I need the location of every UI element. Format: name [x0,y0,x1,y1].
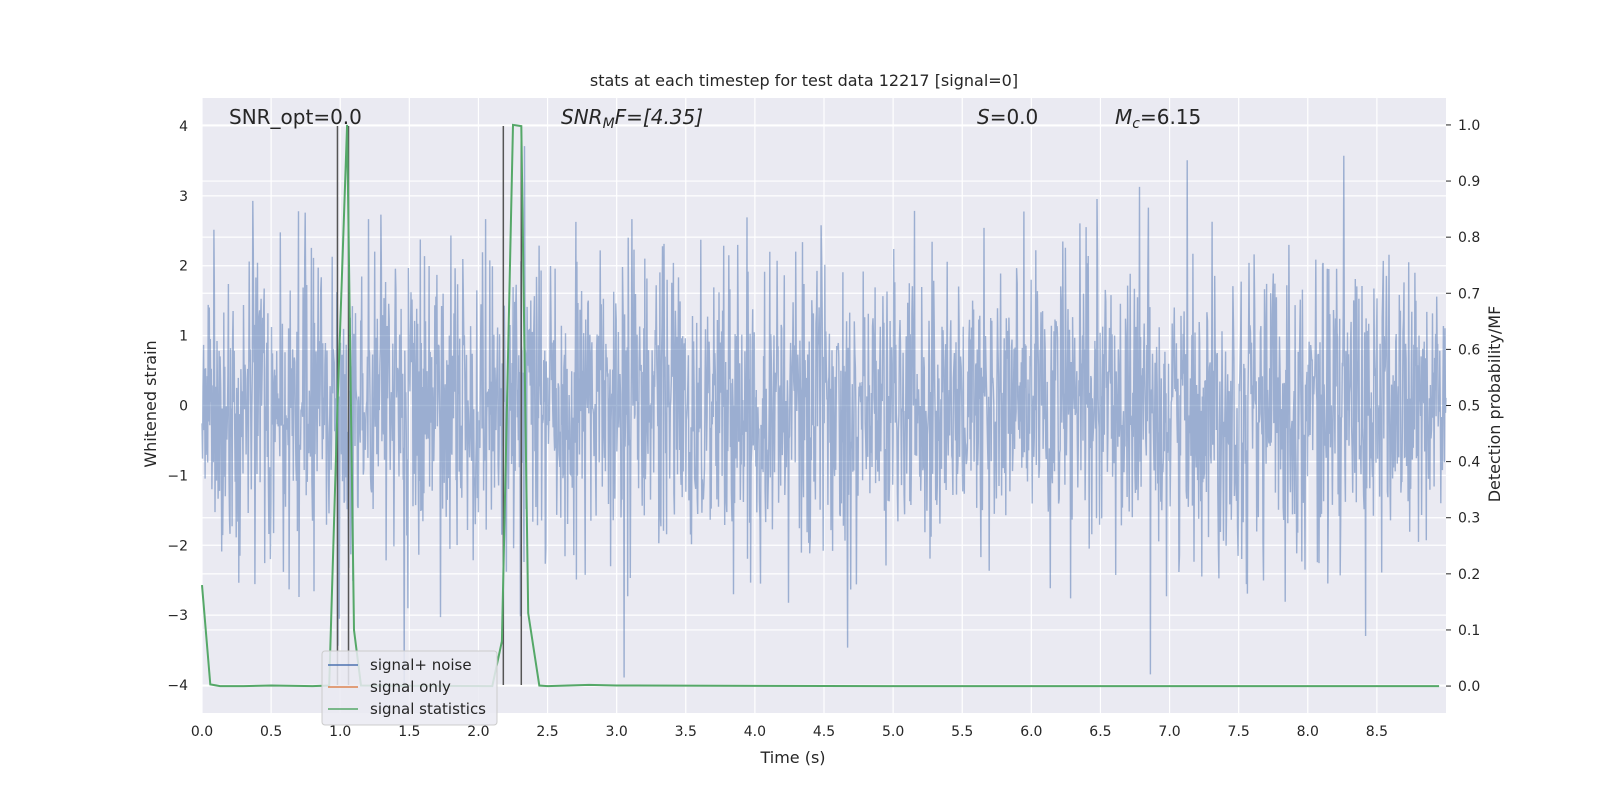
x-tick-label: 5.0 [882,724,904,740]
s-rest: =0.0 [990,105,1039,129]
x-tick-label: 8.0 [1297,724,1319,740]
y-tick-labels: 4 3 2 1 0 −1 −2 −3 −4 [167,119,188,694]
x-tick-label: 1.0 [329,724,351,740]
snr-mf-base: SNR [561,105,603,129]
mc-sub: c [1132,116,1140,132]
y-tick-label: −3 [167,608,188,624]
x-tick-label: 8.5 [1366,724,1388,740]
x-axis-label: Time (s) [759,748,825,767]
x-tick-label: 1.5 [398,724,420,740]
legend-label-noise: signal+ noise [370,656,472,674]
snr-mf-annotation: SNRMF=[4.35] [561,105,703,132]
legend-box [321,650,498,726]
y2-tick-label: 0.3 [1458,511,1480,527]
y2-tick-label: 0.2 [1458,567,1480,583]
y-axis-label: Whitened strain [141,340,160,467]
y-tick-label: −2 [167,538,188,554]
y2-tick-label: 0.0 [1458,679,1480,695]
y-tick-label: −1 [167,468,188,484]
x-tick-label: 7.0 [1158,724,1180,740]
y2-tick-label: 0.4 [1458,455,1480,471]
legend: signal+ noise signal only signal statist… [321,650,498,726]
y-tick-label: 4 [179,119,188,135]
mc-annotation: Mc=6.15 [1115,105,1201,132]
snr-opt-annotation: SNR_opt=0.0 [229,105,362,129]
mc-var: M [1115,105,1132,129]
x-tick-label: 4.0 [744,724,766,740]
x-tick-label: 6.5 [1089,724,1111,740]
y2-axis-label: Detection probability/MF [1485,306,1504,503]
y2-tick-label: 0.8 [1458,230,1480,246]
legend-label-stats: signal statistics [370,700,486,718]
snr-mf-sub: M [603,116,615,132]
x-tick-label: 2.5 [536,724,558,740]
y-tick-label: 0 [179,399,188,415]
x-tick-label: 4.5 [813,724,835,740]
x-tick-label: 6.0 [1020,724,1042,740]
y-tick-label: 3 [179,189,188,205]
x-tick-label: 7.5 [1228,724,1250,740]
s-var: S [977,105,990,129]
y2-tick-labels: 1.0 0.9 0.8 0.7 0.6 0.5 0.4 0.3 0.2 0.1 0.0 [1446,118,1480,695]
mc-rest: =6.15 [1140,105,1201,129]
y-tick-label: 2 [179,259,188,275]
y2-tick-label: 0.1 [1458,623,1480,639]
y2-tick-label: 0.5 [1458,399,1480,415]
y-tick-label: 1 [179,329,188,345]
x-tick-labels: 0.0 0.5 1.0 1.5 2.0 2.5 3.0 3.5 4.0 4.5 5.0 5.5 6.0 6… [191,724,1388,740]
y-tick-label: −4 [167,678,188,694]
x-tick-label: 0.0 [191,724,213,740]
x-tick-label: 0.5 [260,724,282,740]
x-tick-label: 3.0 [606,724,628,740]
signal-noise-line [201,146,1447,686]
legend-label-signal: signal only [370,678,451,696]
y2-tick-label: 0.6 [1458,342,1480,358]
s-annotation: S=0.0 [977,105,1038,129]
chart-title: stats at each timestep for test data 122… [590,71,1018,90]
snr-mf-rest: F=[4.35] [615,105,703,129]
y2-tick-label: 0.7 [1458,286,1480,302]
x-tick-label: 3.5 [675,724,697,740]
y2-tick-label: 0.9 [1458,174,1480,190]
x-tick-label: 2.0 [467,724,489,740]
x-tick-label: 5.5 [951,724,973,740]
y2-tick-label: 1.0 [1458,118,1480,134]
signal-noise-series [201,146,1447,686]
